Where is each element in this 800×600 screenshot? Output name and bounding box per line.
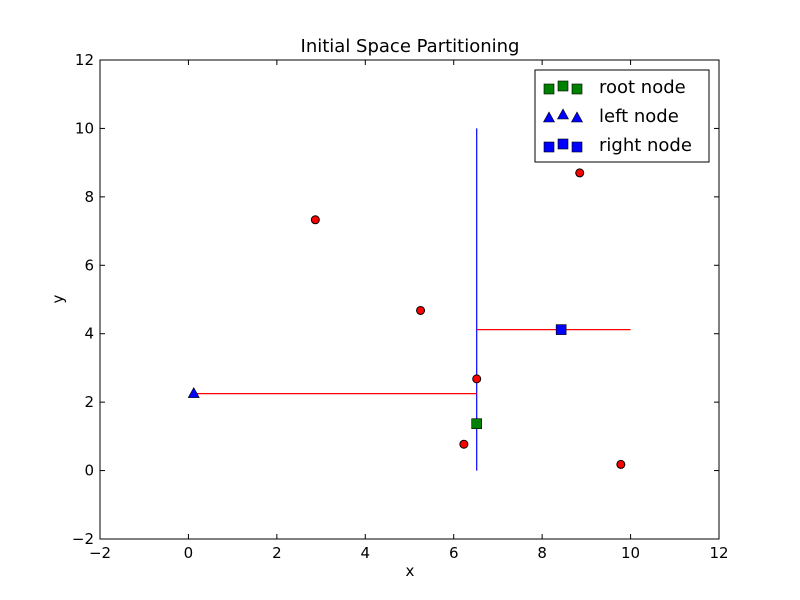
- y-tick-label: 10: [75, 119, 94, 137]
- x-axis-label: x: [406, 562, 415, 580]
- legend-left-node-marker: [556, 108, 570, 120]
- data-point: [616, 459, 626, 469]
- legend: root node left node right node: [534, 69, 710, 163]
- legend-root-node-marker: [543, 83, 555, 95]
- y-tick-label: 12: [75, 51, 94, 69]
- data-points: [310, 168, 626, 469]
- x-tick-label: 8: [537, 544, 547, 562]
- legend-right-node-label: right node: [599, 135, 692, 156]
- y-tick-label: −2: [72, 530, 94, 548]
- left-node-marker: [187, 386, 200, 398]
- y-tick-label: 8: [84, 188, 94, 206]
- x-axis-ticks: −2 0 2 4 6 8 10 12: [89, 60, 729, 562]
- data-point: [310, 215, 320, 225]
- y-tick-label: 6: [84, 256, 94, 274]
- x-tick-label: 10: [621, 544, 640, 562]
- legend-right-node-marker: [571, 141, 583, 153]
- legend-right-node-marker: [543, 141, 555, 153]
- right-node-marker: [555, 324, 567, 335]
- legend-left-node-label: left node: [599, 106, 679, 127]
- y-axis-label: y: [49, 294, 67, 303]
- data-point: [472, 374, 482, 384]
- x-tick-label: −2: [89, 544, 111, 562]
- y-tick-label: 4: [84, 325, 94, 343]
- chart-title: Initial Space Partitioning: [301, 36, 520, 57]
- x-tick-label: 2: [272, 544, 282, 562]
- x-tick-label: 4: [361, 544, 371, 562]
- y-axis-ticks: −2 0 2 4 6 8 10 12: [72, 51, 719, 548]
- legend-root-node-marker: [557, 80, 569, 92]
- x-tick-label: 12: [709, 544, 728, 562]
- legend-right-node-marker: [557, 138, 569, 150]
- data-point: [459, 439, 469, 449]
- data-point: [575, 168, 585, 178]
- legend-root-node-label: root node: [599, 77, 686, 98]
- legend-entries: root node left node right node: [542, 77, 692, 156]
- legend-root-node-marker: [571, 83, 583, 95]
- node-markers: [187, 324, 567, 429]
- data-point: [416, 305, 426, 315]
- y-tick-label: 2: [84, 393, 94, 411]
- root-node-marker: [471, 418, 483, 429]
- plot-frame: [99, 59, 720, 540]
- y-tick-label: 0: [84, 462, 94, 480]
- legend-left-node-marker: [542, 111, 556, 123]
- legend-left-node-marker: [570, 111, 584, 123]
- x-tick-label: 0: [184, 544, 194, 562]
- x-tick-label: 6: [449, 544, 459, 562]
- partition-lines: [193, 128, 631, 471]
